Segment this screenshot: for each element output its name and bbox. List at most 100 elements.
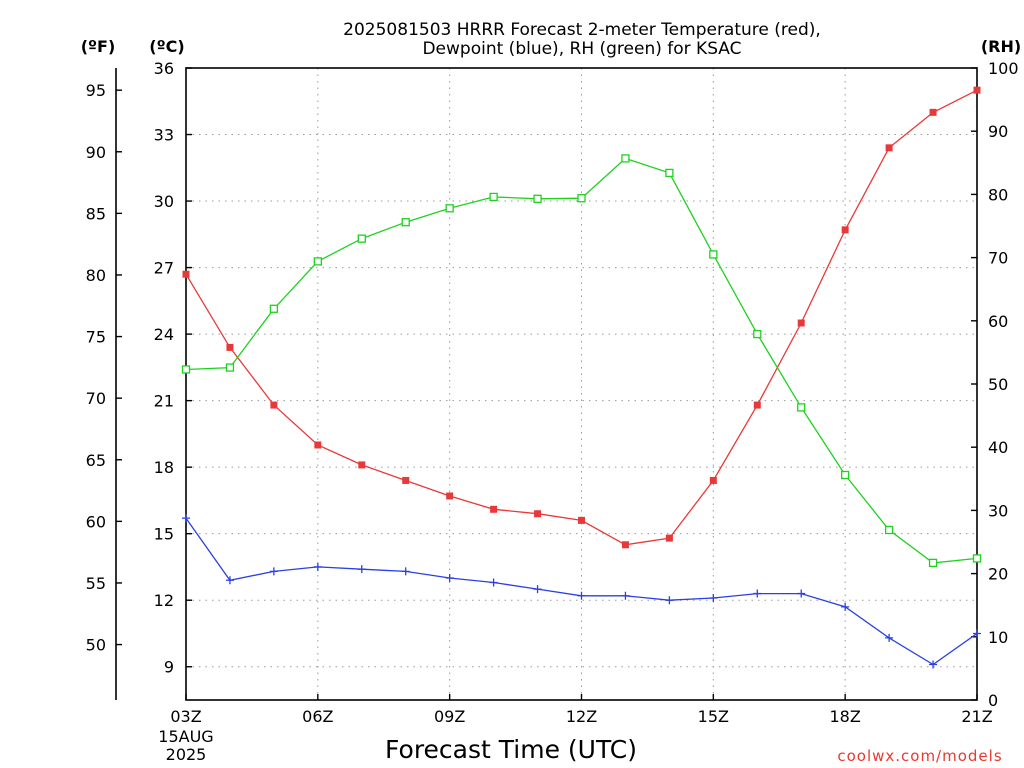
fahrenheit-unit-label: (ºF) [81,37,116,56]
rh-tick-label: 10 [988,628,1008,647]
dewpoint-point [709,593,718,602]
temperature-point [621,541,629,549]
credit-text: coolwx.com/models [837,747,1002,765]
fahrenheit-tick-label: 70 [86,389,106,408]
x-date-label: 15AUG [158,727,213,746]
rh-point [269,304,279,313]
rh-point [665,168,674,178]
temperature-point [534,510,542,518]
temperature-point [973,86,981,94]
rh-point [841,470,850,480]
rh-tick-label: 90 [988,122,1008,141]
dewpoint-line [185,517,978,666]
temperature-point [753,401,761,409]
rh-tick-label: 20 [988,565,1008,584]
temperature-point [797,319,805,327]
fahrenheit-tick-label: 75 [86,328,106,347]
dewpoint-point [753,589,762,598]
plot-frame [185,67,978,701]
fahrenheit-tick-label: 85 [86,204,106,223]
rh-unit-label: (RH) [981,37,1021,56]
fahrenheit-tick-label: 50 [86,636,106,655]
rh-point [621,154,630,163]
temperature-point [929,108,937,116]
dewpoint-point [665,596,674,605]
celsius-tick-label: 27 [154,259,174,278]
temperature-point [226,343,234,351]
rh-point [445,204,454,213]
rh-tick-label: 40 [988,438,1008,457]
celsius-tick-label: 9 [164,658,174,677]
temperature-point [446,492,454,500]
temperature-point [841,226,849,234]
series [181,86,982,669]
temperature-point [402,476,410,484]
dewpoint-point [445,574,454,583]
dewpoint-point [533,585,542,594]
celsius-tick-label: 12 [154,591,174,610]
rh-point [489,192,498,202]
celsius-tick-label: 30 [154,192,174,211]
dewpoint-point [401,567,410,576]
fahrenheit-tick-label: 95 [86,81,106,100]
temperature-point [314,441,322,449]
temperature-line [185,89,978,546]
rh-point [533,194,542,203]
temperature-point [885,144,893,152]
celsius-tick-label: 36 [154,59,174,78]
temperature-point [578,516,585,524]
fahrenheit-tick-label: 90 [86,143,106,162]
rh-point [797,403,806,412]
temperature-point [358,461,366,469]
dewpoint-point [182,514,190,523]
rh-point [225,363,235,372]
rh-point [709,250,718,259]
dewpoint-point [489,578,498,587]
temperature-point [182,270,190,278]
fahrenheit-tick-label: 55 [86,574,106,593]
temperature-point [490,505,498,513]
x-tick-label: 09Z [434,707,465,726]
x-tick-label: 18Z [830,707,861,726]
celsius-unit-label: (ºC) [149,37,184,56]
rh-tick-label: 30 [988,501,1008,520]
rh-point [577,194,586,203]
dewpoint-point [885,633,894,642]
axes [115,67,978,701]
dewpoint-point [577,591,586,600]
rh-tick-label: 60 [988,312,1008,331]
fahrenheit-tick-label: 60 [86,512,106,531]
rh-point [401,218,410,227]
rh-point [181,365,191,374]
celsius-tick-label: 33 [154,126,174,145]
celsius-tick-label: 24 [154,325,174,344]
dewpoint-point [357,565,366,574]
temperature-point [270,401,278,409]
rh-tick-label: 80 [988,185,1008,204]
rh-tick-label: 0 [988,691,998,710]
celsius-tick-label: 15 [154,525,174,544]
dewpoint-point [841,602,850,611]
dewpoint-point [621,591,630,600]
x-tick-label: 06Z [302,707,333,726]
rh-tick-label: 70 [988,249,1008,268]
x-tick-label: 12Z [566,707,597,726]
x-tick-label: 21Z [961,707,992,726]
x-year-label: 2025 [166,745,207,764]
chart-title-line1: 2025081503 HRRR Forecast 2-meter Tempera… [343,20,821,40]
rh-point [313,257,322,266]
celsius-tick-label: 21 [154,392,174,411]
temperature-point [709,476,717,484]
rh-tick-label: 50 [988,375,1008,394]
celsius-tick-label: 18 [154,458,174,477]
x-tick-label: 15Z [698,707,729,726]
rh-point [884,525,894,535]
x-tick-label: 03Z [170,707,201,726]
temperature-point [665,534,673,542]
dewpoint-point [929,660,938,669]
fahrenheit-tick-label: 80 [86,266,106,285]
dewpoint-point [225,576,234,585]
chart-title-line2: Dewpoint (blue), RH (green) for KSAC [422,39,741,59]
dewpoint-point [269,567,278,576]
